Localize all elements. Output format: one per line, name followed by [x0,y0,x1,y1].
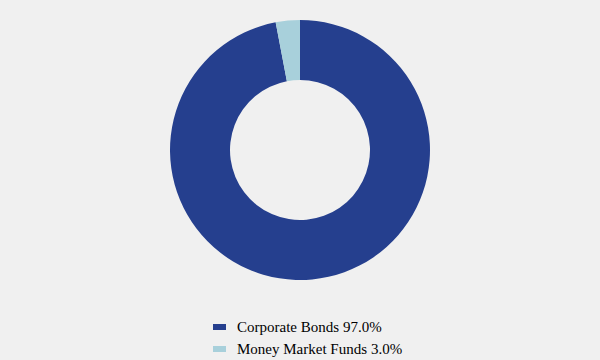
legend: Corporate Bonds97.0% Money Market Funds3.… [213,319,402,357]
donut-slice [276,20,300,81]
donut [170,20,430,280]
chart-svg: Corporate Bonds97.0% Money Market Funds3.… [0,0,600,360]
legend-swatch [213,324,226,330]
background [0,0,600,360]
legend-category: Money Market Funds [237,341,367,357]
legend-label: Money Market Funds3.0% [237,341,402,357]
donut-slice [170,20,430,280]
legend-value: 3.0% [371,341,402,357]
legend-value: 97.0% [343,319,382,335]
legend-swatch [213,346,226,352]
legend-category: Corporate Bonds [237,319,339,335]
chart-container: Corporate Bonds97.0% Money Market Funds3.… [0,0,600,360]
legend-label: Corporate Bonds97.0% [237,319,382,335]
